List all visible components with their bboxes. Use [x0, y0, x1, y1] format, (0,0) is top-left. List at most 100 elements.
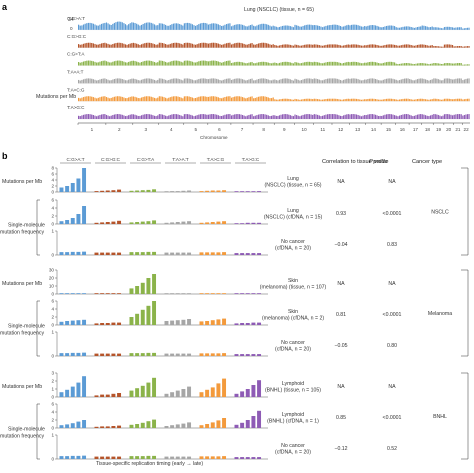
panel-a-bar: [357, 25, 359, 30]
panel-a-bar: [246, 97, 248, 102]
panel-a-bar: [357, 79, 359, 84]
panel-a-bar: [158, 78, 160, 84]
panel-a-bar: [253, 98, 255, 102]
panel-a-bar: [421, 25, 423, 30]
panel-b-bar: [105, 252, 110, 255]
panel-a-bar: [343, 79, 345, 84]
panel-a-bar: [315, 114, 317, 119]
panel-a-bar: [400, 114, 402, 119]
panel-a-bar: [338, 44, 340, 48]
panel-a-bar: [331, 98, 334, 102]
panel-a-bar: [347, 24, 349, 30]
panel-b-bar: [251, 322, 256, 325]
panel-a-bar: [389, 78, 391, 84]
panel-a-bar: [207, 61, 210, 66]
panel-a-bar: [341, 63, 343, 66]
panel-a-bar: [132, 114, 135, 119]
panel-b-bar: [240, 191, 245, 192]
panel-a-bar: [259, 78, 261, 84]
panel-a-bar: [367, 62, 369, 66]
panel-a-bar: [277, 115, 279, 119]
panel-a-bar: [412, 45, 414, 48]
panel-a-bar: [382, 99, 384, 102]
panel-a-bar: [211, 60, 213, 66]
panel-a-bar: [102, 23, 104, 30]
panel-a-bar: [206, 61, 208, 66]
panel-a-bar: [267, 43, 269, 48]
panel-b-bar: [181, 252, 186, 255]
panel-b-y-tick-label: 0: [51, 354, 54, 359]
panel-a-bar: [304, 78, 306, 84]
panel-a-bar: [136, 115, 138, 119]
panel-a-bar: [333, 44, 335, 48]
panel-a-bar: [373, 44, 375, 48]
panel-a-bar: [384, 79, 386, 84]
panel-a-bar: [350, 98, 353, 102]
panel-a-bar: [227, 60, 229, 66]
panel-b-bar: [82, 455, 87, 459]
panel-b-cfdna-bracket: [36, 199, 40, 256]
panel-a-bar: [264, 114, 266, 119]
panel-a-bar: [440, 46, 442, 48]
panel-a-bar: [423, 114, 425, 119]
panel-a-chromosome-label-17: 17: [413, 127, 419, 132]
panel-b-bar: [210, 353, 215, 356]
panel-a-bar: [436, 46, 438, 48]
panel-a-bar: [305, 61, 307, 66]
panel-a-bar: [92, 97, 94, 102]
panel-b-bar: [251, 222, 256, 224]
panel-b-bar: [245, 354, 250, 356]
panel-a-bar: [296, 79, 298, 84]
panel-a-bar: [112, 115, 114, 119]
panel-a-bar: [289, 99, 291, 102]
panel-a-bar: [234, 62, 236, 66]
panel-a-bar: [132, 96, 135, 102]
panel-a-bar: [327, 114, 329, 119]
panel-a-bar: [354, 98, 356, 102]
panel-a-bar: [104, 42, 106, 48]
panel-a-bar: [175, 96, 178, 102]
panel-a-bar: [230, 44, 233, 48]
panel-a-bar: [232, 43, 234, 48]
panel-a-bar: [443, 63, 446, 66]
panel-a-bar: [280, 114, 282, 119]
panel-a-bar: [390, 98, 392, 102]
panel-b-bar: [152, 419, 157, 428]
panel-a-bar: [420, 78, 422, 84]
panel-a-bar: [439, 63, 441, 66]
panel-b-bar: [65, 389, 70, 397]
panel-a-bar: [462, 115, 464, 119]
panel-a-bar: [99, 61, 101, 66]
panel-a-bar: [109, 80, 111, 84]
panel-a-bar: [147, 78, 149, 84]
panel-b-bar: [187, 293, 192, 294]
panel-a-bar: [323, 26, 325, 30]
panel-a-bar: [338, 25, 340, 30]
panel-b-bar: [181, 319, 186, 325]
panel-a-bar: [323, 45, 325, 48]
panel-a-bar: [195, 62, 197, 66]
panel-a-bar: [327, 62, 329, 66]
panel-a-bar: [463, 114, 465, 119]
panel-a-bar: [78, 62, 80, 66]
panel-a-bar: [105, 22, 108, 30]
panel-a-bar: [299, 99, 301, 102]
panel-a-bar: [379, 99, 381, 102]
panel-a-bar: [466, 46, 469, 48]
panel-a-bar: [191, 43, 193, 48]
panel-b-y-tick-label: 0: [51, 190, 54, 195]
panel-a-bar: [277, 99, 279, 102]
panel-a-bar: [397, 80, 399, 84]
panel-a-bar: [302, 99, 304, 102]
panel-a-bar: [105, 97, 108, 102]
panel-a-bar: [92, 115, 94, 119]
panel-a-bar: [365, 62, 367, 66]
panel-b-bar: [100, 293, 105, 294]
panel-a-bar: [302, 114, 304, 119]
panel-b-bar: [100, 252, 105, 255]
panel-a-bar: [137, 24, 139, 30]
panel-a-bar: [416, 99, 419, 102]
panel-a-bar: [439, 115, 441, 119]
panel-a-bar: [418, 26, 420, 30]
panel-a-bar: [206, 78, 208, 84]
